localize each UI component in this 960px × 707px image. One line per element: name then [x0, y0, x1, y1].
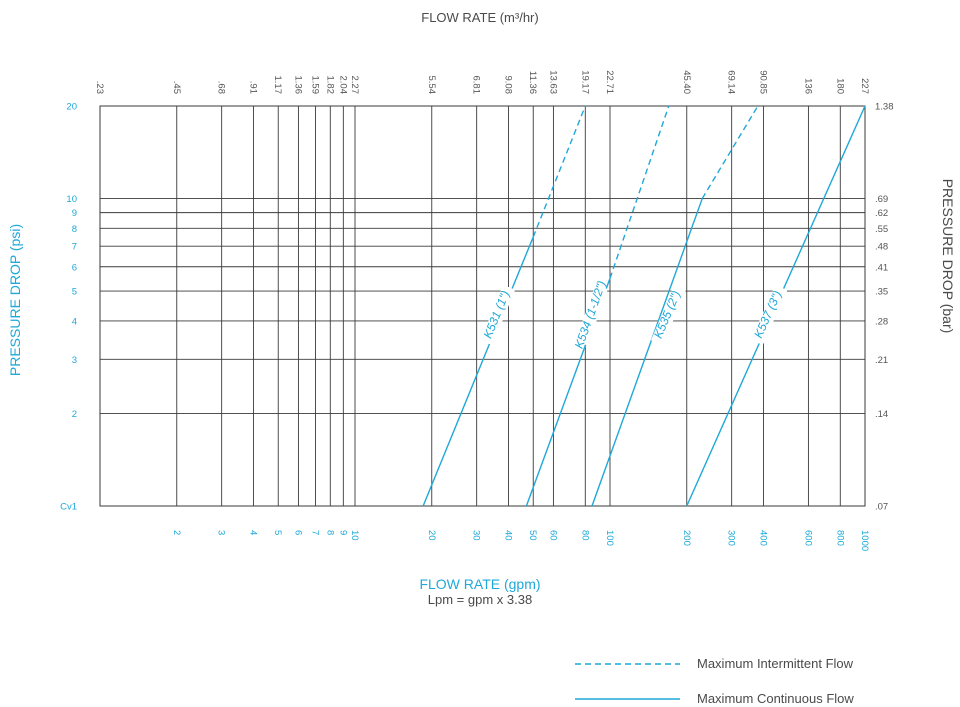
x-tick-label-gpm: 7: [310, 530, 321, 535]
x-tick-label-m3hr: 1.59: [310, 76, 321, 95]
x-tick-label-m3hr: 1.17: [272, 76, 283, 95]
y-tick-label-bar: .48: [875, 242, 888, 253]
y-tick-label-psi: 4: [72, 316, 77, 327]
x-tick-label-gpm: 8: [324, 530, 335, 535]
y-tick-label-bar: .62: [875, 208, 888, 219]
series-intermittent-line: [701, 105, 759, 199]
x-tick-label-m3hr: 2.04: [337, 76, 348, 95]
x-tick-label-gpm: 600: [802, 530, 813, 546]
x-tick-label-gpm: 5: [272, 530, 283, 535]
series-label: K531 (1"): [481, 289, 513, 341]
legend-continuous-label: Maximum Continuous Flow: [697, 691, 854, 706]
series-3: K535 (2"): [591, 105, 759, 507]
y-tick-label-bar: 1.38: [875, 102, 894, 113]
x-tick-label-gpm: 4: [248, 530, 259, 535]
x-tick-label-gpm: 3: [216, 530, 227, 535]
x-tick-label-m3hr: 90.85: [758, 70, 769, 94]
left-axis-title: PRESSURE DROP (psi): [7, 224, 23, 376]
y-tick-label-bar: .55: [875, 224, 888, 235]
x-tick-label-m3hr: .68: [216, 81, 227, 94]
y-tick-label-psi: 3: [72, 355, 77, 366]
series-label-bg: [480, 284, 516, 346]
top-axis-title: FLOW RATE (m³/hr): [421, 10, 538, 25]
series-label-bg: [650, 284, 686, 346]
x-tick-label-gpm: 300: [726, 530, 737, 546]
y-tick-label-bar: .41: [875, 262, 888, 273]
y-tick-label-bar: .28: [875, 316, 888, 327]
x-tick-label-m3hr: 1.36: [292, 76, 303, 95]
series-lines: K531 (1") K534 (1-1/2") K535 (2") K537 (3"): [422, 105, 866, 507]
series-1: K531 (1"): [422, 105, 586, 507]
x-tick-label-gpm: 10: [349, 530, 360, 541]
y-tick-label-psi: 5: [72, 287, 77, 298]
x-tick-label-m3hr: 69.14: [726, 70, 737, 94]
y-tick-label-psi: 6: [72, 262, 77, 273]
series-label: K534 (1-1/2"): [572, 279, 609, 351]
series-continuous-line: [591, 198, 703, 507]
x-tick-label-gpm: 40: [503, 530, 514, 541]
series-label: K535 (2"): [651, 289, 683, 341]
x-tick-label-m3hr: .23: [94, 81, 105, 94]
x-tick-label-m3hr: 1.82: [324, 76, 335, 95]
x-tick-label-m3hr: 227: [859, 78, 870, 94]
y-tick-label-bar: .07: [875, 502, 888, 513]
y-tick-label-bar: .14: [875, 409, 888, 420]
y-tick-label-bar: .69: [875, 194, 888, 205]
x-tick-label-m3hr: 136: [802, 78, 813, 94]
x-tick-label-gpm: 100: [604, 530, 615, 546]
tick-labels: 2 3 4 5 6 7 8 9 10 20 30 40 50 60 80 100 200 300 400 600 800…: [60, 70, 893, 551]
x-tick-label-m3hr: 2.27: [349, 76, 360, 95]
x-tick-label-gpm: 80: [579, 530, 590, 541]
right-axis-title: PRESSURE DROP (bar): [940, 179, 956, 334]
bottom-axis-title: FLOW RATE (gpm): [419, 576, 540, 592]
y-tick-label-psi: 10: [66, 194, 77, 205]
x-tick-label-gpm: 20: [426, 530, 437, 541]
x-tick-label-gpm: 1000: [859, 530, 870, 551]
x-tick-label-gpm: 800: [834, 530, 845, 546]
y-tick-label-psi: Cv1: [60, 502, 77, 513]
grid-lines: [100, 106, 865, 506]
x-tick-label-gpm: 2: [171, 530, 182, 535]
x-tick-label-gpm: 50: [527, 530, 538, 541]
series-label-bg: [575, 284, 608, 346]
x-tick-label-m3hr: 11.36: [527, 71, 538, 94]
x-tick-label-m3hr: 19.17: [579, 70, 590, 94]
y-tick-label-psi: 20: [66, 102, 77, 113]
y-tick-label-bar: .21: [875, 355, 888, 366]
x-tick-label-gpm: 60: [547, 530, 558, 541]
x-tick-label-gpm: 200: [681, 530, 692, 546]
x-tick-label-m3hr: 6.81: [471, 76, 482, 95]
series-label-bg: [750, 284, 788, 346]
x-tick-label-m3hr: 180: [834, 78, 845, 94]
series-4: K537 (3"): [686, 105, 866, 507]
bottom-axis-subtitle: Lpm = gpm x 3.38: [428, 592, 532, 607]
x-tick-label-gpm: 30: [471, 530, 482, 541]
x-tick-label-m3hr: 45.40: [681, 70, 692, 94]
x-tick-label-m3hr: 9.08: [503, 76, 514, 95]
x-tick-label-gpm: 9: [337, 530, 348, 535]
legend-intermittent-label: Maximum Intermittent Flow: [697, 656, 854, 671]
series-intermittent-line: [609, 105, 670, 279]
series-continuous-line: [422, 236, 534, 507]
x-tick-label-m3hr: .91: [248, 81, 259, 94]
plot-frame: [99, 105, 866, 507]
series-intermittent-line: [532, 105, 586, 238]
y-tick-label-psi: 7: [72, 242, 77, 253]
y-tick-label-bar: .35: [875, 287, 888, 298]
x-tick-label-m3hr: 5.54: [426, 76, 437, 95]
x-tick-label-gpm: 6: [292, 530, 303, 535]
x-tick-label-gpm: 400: [758, 530, 769, 546]
x-tick-label-m3hr: 22.71: [604, 70, 615, 94]
x-tick-label-m3hr: .45: [171, 81, 182, 94]
y-tick-label-psi: 9: [72, 208, 77, 219]
y-tick-label-psi: 8: [72, 224, 77, 235]
x-tick-label-m3hr: 13.63: [547, 70, 558, 94]
series-2: K534 (1-1/2"): [525, 105, 670, 507]
legend: Maximum Intermittent Flow Maximum Contin…: [575, 656, 854, 706]
y-tick-label-psi: 2: [72, 409, 77, 420]
